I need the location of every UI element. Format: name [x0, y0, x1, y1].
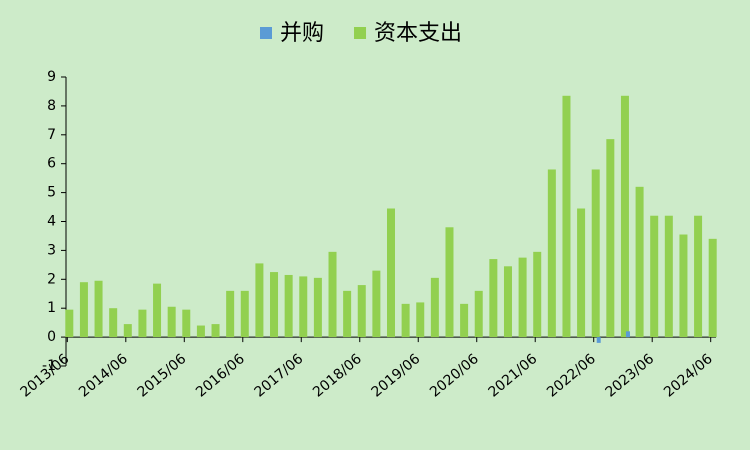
bar — [445, 227, 454, 338]
x-tick-label: 2024/06 — [661, 351, 716, 401]
x-tick-label: 2019/06 — [369, 351, 424, 401]
x-tick-label: 2023/06 — [602, 351, 657, 401]
x-tick-label: 2015/06 — [135, 351, 190, 401]
bar — [138, 309, 147, 338]
bar — [533, 251, 542, 338]
y-tick-label: 9 — [47, 69, 56, 85]
bar — [79, 282, 88, 338]
bar — [416, 302, 425, 338]
y-tick-label: 7 — [47, 127, 56, 143]
x-tick-label: 2020/06 — [427, 351, 482, 401]
bar — [270, 272, 279, 338]
bar — [109, 308, 118, 338]
bar — [562, 95, 571, 338]
bar — [387, 208, 395, 338]
legend-swatch — [260, 27, 272, 39]
x-tick-label: 2016/06 — [193, 351, 248, 401]
y-tick-label: -1 — [42, 358, 56, 374]
bar — [635, 186, 644, 338]
bar — [211, 324, 220, 338]
bar — [94, 280, 103, 338]
bar — [489, 259, 498, 338]
bar — [577, 208, 586, 338]
bar — [664, 215, 673, 338]
bar — [357, 285, 366, 338]
bar — [226, 290, 235, 338]
bar — [650, 215, 659, 338]
y-tick-label: 8 — [47, 98, 56, 114]
bar — [123, 324, 132, 338]
bar — [708, 238, 717, 338]
bar — [518, 257, 527, 338]
bar — [196, 325, 205, 338]
x-tick-label: 2022/06 — [544, 351, 599, 401]
bar — [401, 303, 410, 338]
y-tick-label: 2 — [47, 271, 56, 287]
bar — [474, 290, 483, 338]
bar — [625, 331, 630, 338]
bar — [460, 303, 469, 338]
y-tick-label: 3 — [47, 242, 56, 258]
legend-swatch — [354, 27, 367, 39]
y-tick-label: 5 — [47, 185, 56, 201]
bar — [372, 270, 381, 338]
y-tick-label: 6 — [47, 156, 56, 172]
bar — [620, 95, 629, 338]
bar — [606, 139, 615, 338]
bar — [240, 290, 249, 338]
x-tick-label: 2018/06 — [310, 351, 365, 401]
bar — [284, 274, 293, 338]
legend-label: 资本支出 — [374, 21, 462, 46]
y-tick-label: 0 — [47, 329, 56, 345]
bar — [299, 276, 308, 338]
y-tick-label: 1 — [47, 300, 56, 316]
bar — [313, 277, 322, 338]
bar — [343, 290, 352, 338]
y-tick-label: 4 — [47, 214, 56, 230]
bar — [591, 169, 600, 338]
x-tick-label: 2017/06 — [252, 351, 307, 401]
bar — [596, 337, 601, 343]
x-tick-label: 2021/06 — [486, 351, 541, 401]
bar — [503, 266, 512, 338]
bar — [153, 283, 162, 338]
x-tick-label: 2014/06 — [76, 351, 131, 401]
legend-label: 并购 — [280, 21, 324, 46]
bar — [65, 309, 74, 338]
bar — [547, 169, 556, 338]
bar — [255, 263, 264, 338]
bar — [430, 277, 439, 338]
bar — [679, 234, 688, 338]
bar — [182, 309, 191, 338]
bar — [167, 306, 176, 338]
bar — [328, 251, 337, 338]
bar — [694, 215, 703, 338]
